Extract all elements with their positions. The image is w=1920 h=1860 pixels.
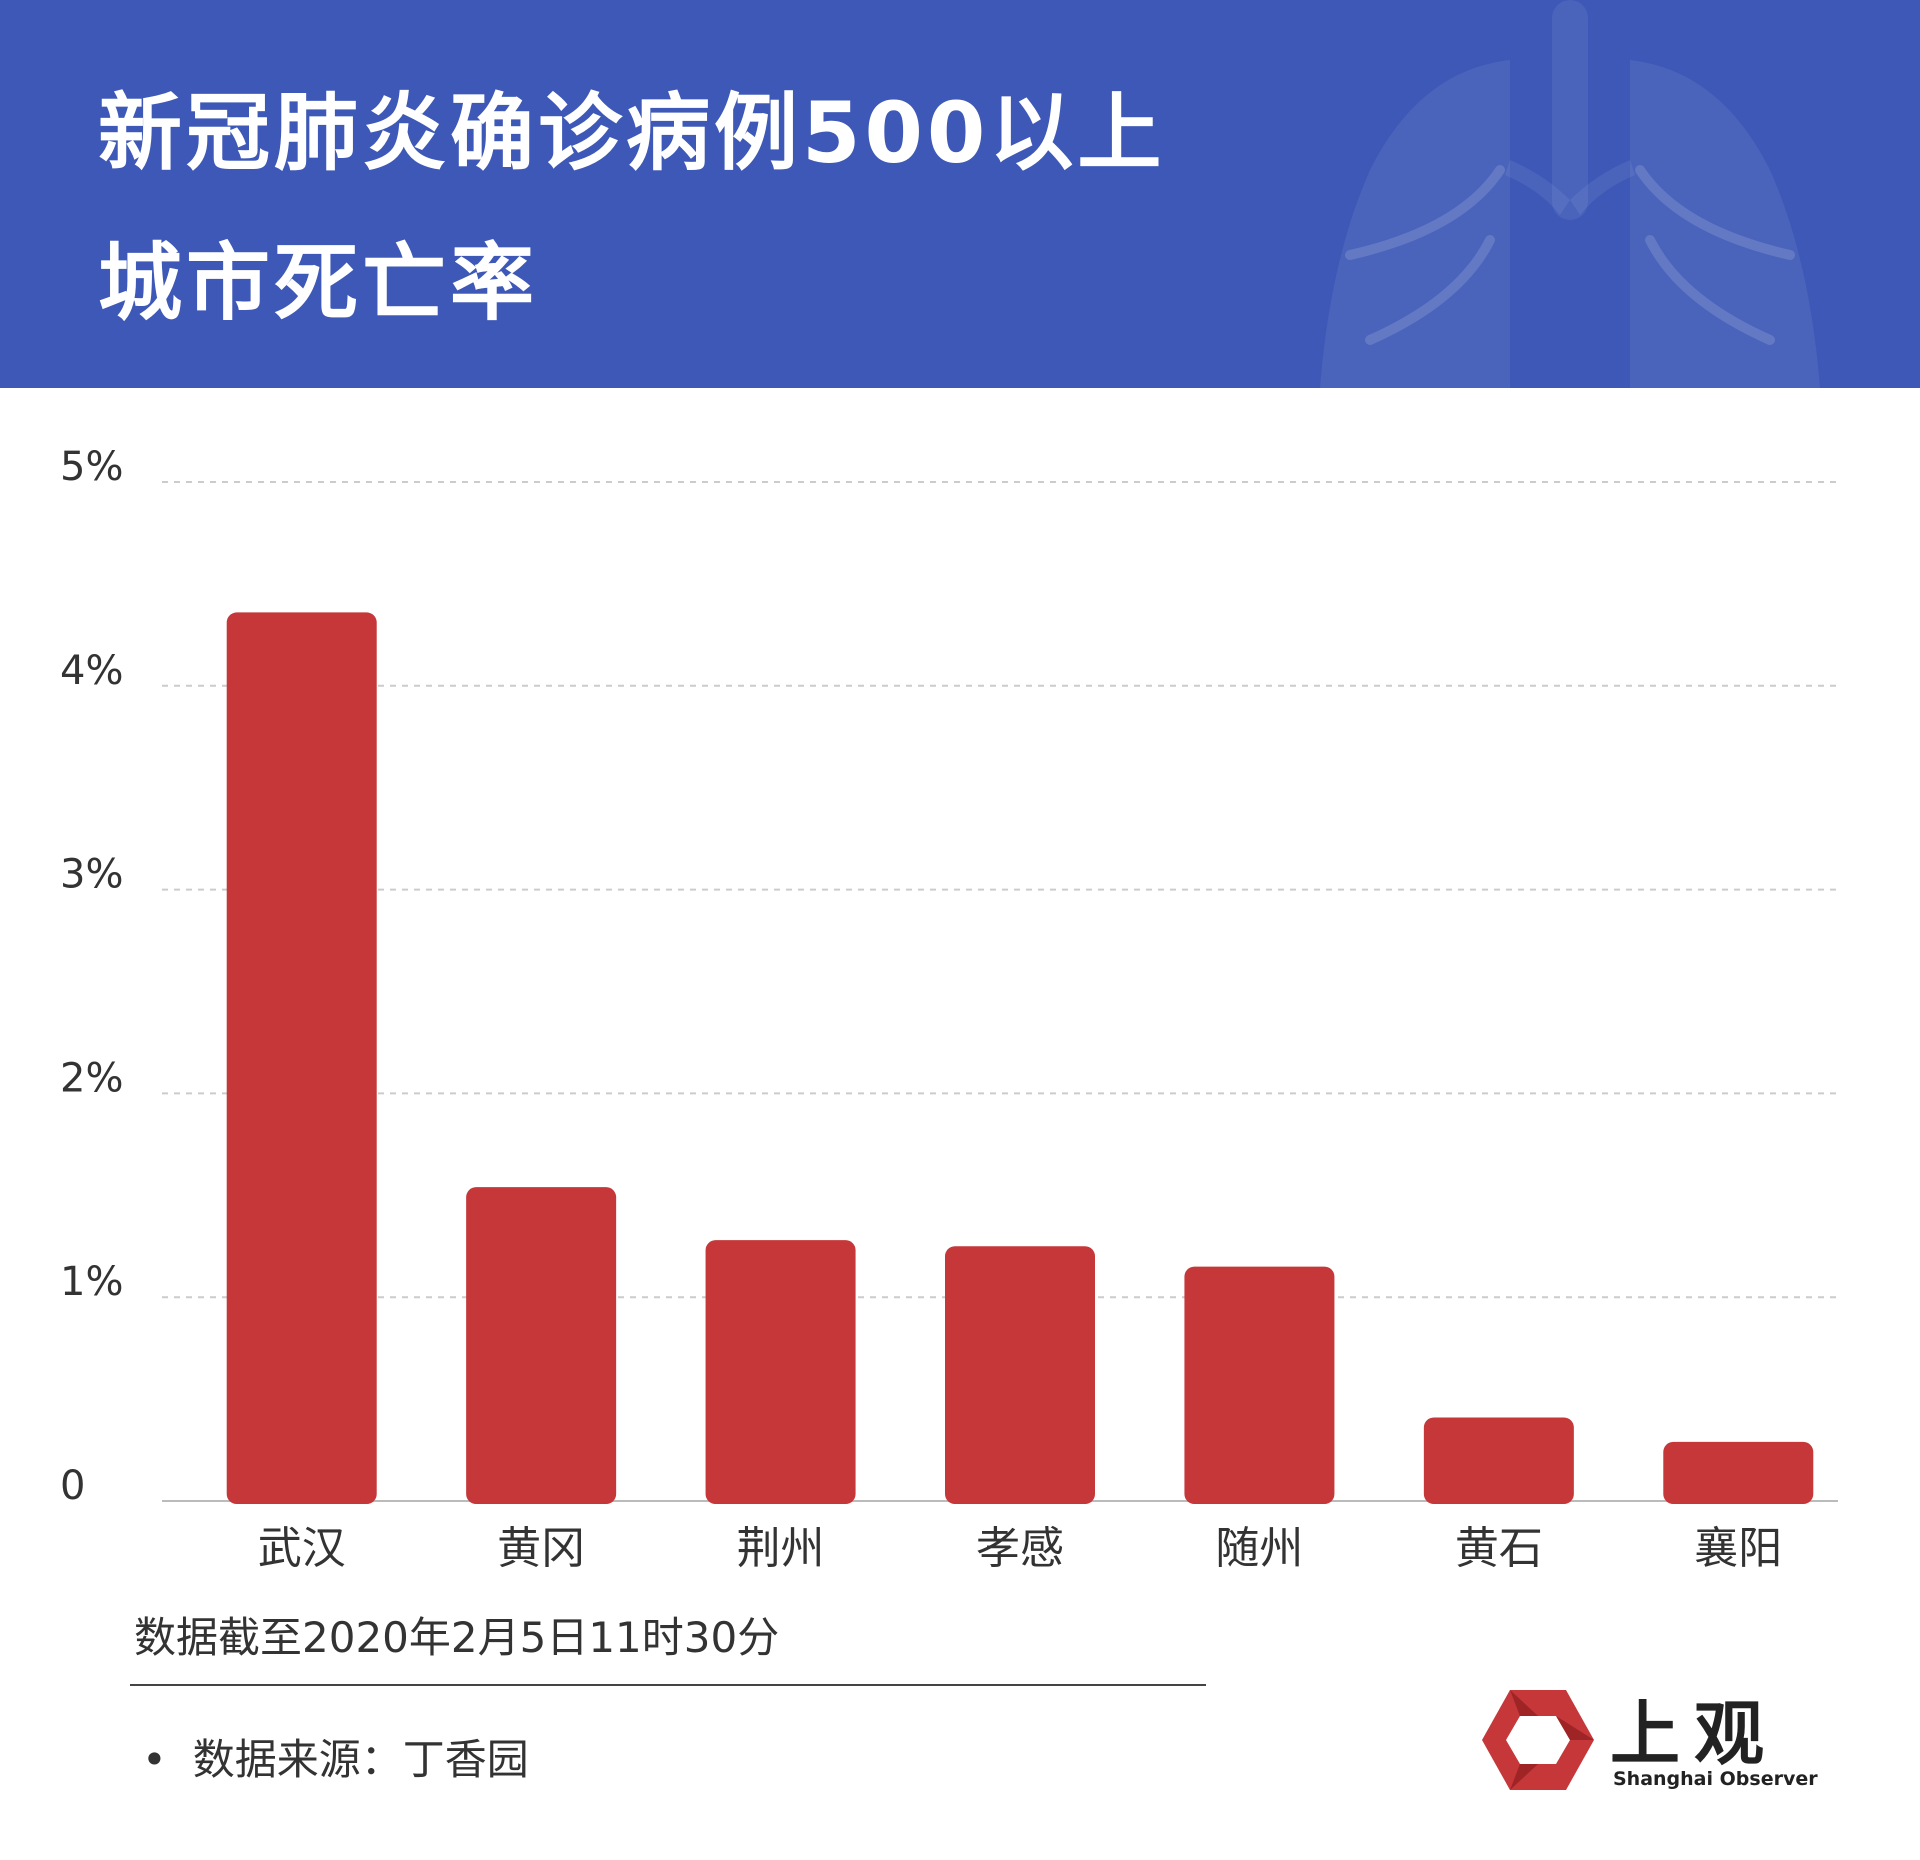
shanghai-observer-logo: 上观 Shanghai Observer — [1480, 1684, 1820, 1794]
bar-chart: 0 1% 2% 3% 4% 5% 武汉 黄冈 荆州 孝感 随州 黄石 襄阳 — [60, 444, 1838, 1574]
y-tick-label: 3% — [60, 852, 123, 898]
title-line-2: 城市死亡率 — [98, 234, 539, 332]
bullet-icon: • — [142, 1735, 167, 1784]
y-tick-label: 0 — [60, 1463, 85, 1509]
x-tick-label: 襄阳 — [1694, 1523, 1782, 1574]
x-tick-label: 黄冈 — [497, 1523, 585, 1574]
y-tick-label: 1% — [60, 1259, 123, 1305]
data-date-note: 数据截至2020年2月5日11时30分 — [134, 1613, 780, 1662]
page-title: 新冠肺炎确诊病例500以上 城市死亡率 — [98, 58, 1165, 358]
x-tick-label: 武汉 — [258, 1523, 346, 1574]
x-tick-label: 黄石 — [1455, 1523, 1543, 1574]
y-tick-label: 2% — [60, 1055, 123, 1101]
logo-name-cn: 上观 — [1610, 1692, 1778, 1775]
bar — [1423, 1417, 1574, 1504]
bar — [705, 1240, 856, 1504]
logo-name-en: Shanghai Observer — [1613, 1768, 1818, 1790]
bar — [226, 612, 377, 1504]
data-source: • 数据来源：丁香园 — [142, 1726, 529, 1787]
logo-emblem-icon — [1482, 1690, 1594, 1790]
header-banner: 新冠肺炎确诊病例500以上 城市死亡率 — [0, 0, 1920, 388]
source-text: 数据来源：丁香园 — [192, 1735, 529, 1784]
y-tick-label: 5% — [60, 444, 123, 490]
title-line-1: 新冠肺炎确诊病例500以上 — [98, 84, 1166, 182]
y-tick-label: 4% — [60, 648, 123, 694]
footer-divider — [130, 1684, 1206, 1686]
bar — [1184, 1266, 1335, 1504]
lungs-icon — [1320, 0, 1820, 388]
bar — [466, 1187, 617, 1504]
x-tick-label: 荆州 — [737, 1523, 825, 1574]
bar — [1663, 1441, 1814, 1504]
x-tick-label: 孝感 — [976, 1523, 1064, 1574]
x-tick-label: 随州 — [1215, 1523, 1303, 1574]
bar — [945, 1246, 1095, 1504]
